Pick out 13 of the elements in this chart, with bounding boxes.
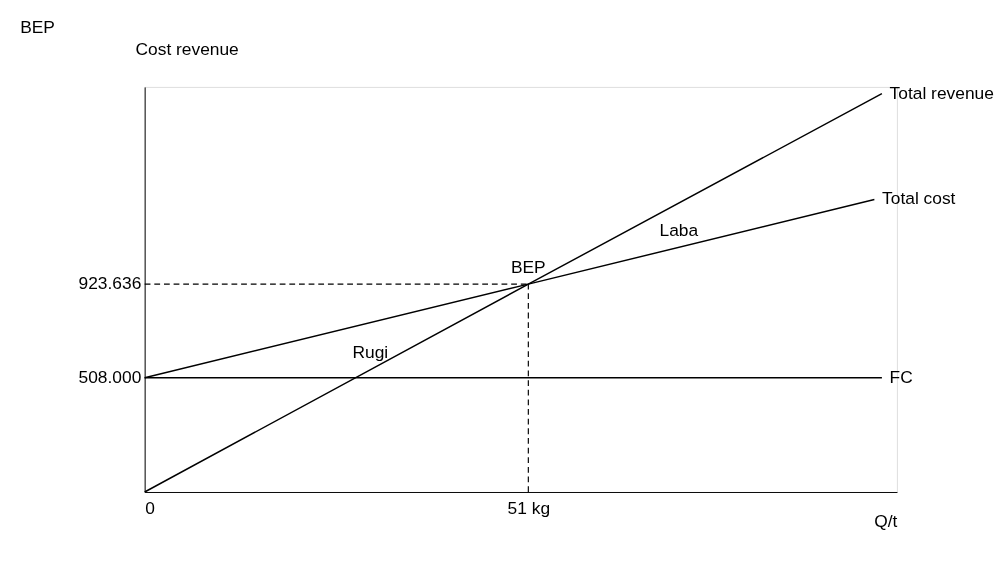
series-label: FC: [889, 366, 913, 387]
x-axis-title: Q/t: [874, 511, 898, 532]
y-tick-label: 923.636: [78, 273, 142, 294]
series-label: Total cost: [882, 188, 956, 209]
y-tick-label: 508.000: [78, 366, 142, 387]
x-tick-label: 0: [145, 497, 155, 518]
annotation: Laba: [659, 219, 699, 240]
x-tick-label: 51 kg: [507, 497, 551, 518]
annotation: BEP: [510, 256, 546, 277]
series-label: Total revenue: [889, 82, 994, 103]
y-axis-title: Cost revenue: [135, 38, 239, 59]
annotation: Rugi: [352, 342, 389, 363]
chart-title: BEP: [20, 16, 55, 37]
